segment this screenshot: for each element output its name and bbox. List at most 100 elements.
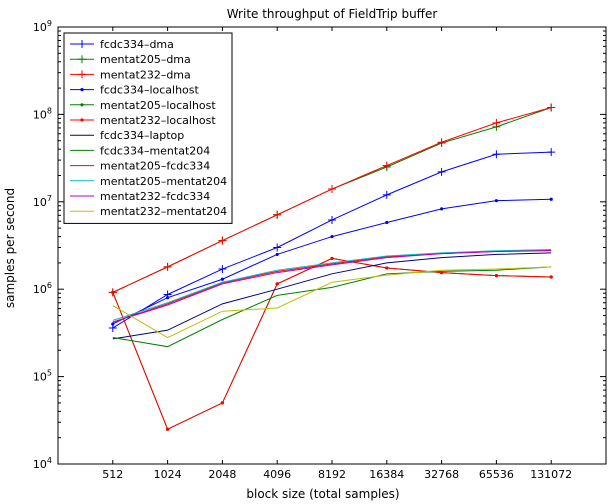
data-point [111, 290, 115, 294]
data-point [111, 322, 115, 326]
legend-label: fcdc334–laptop [100, 129, 184, 142]
series-8 [112, 266, 552, 348]
legend-entry: mentat205–mentat204 [70, 175, 227, 188]
series-line [112, 249, 552, 323]
x-axis-label: block size (total samples) [246, 487, 399, 501]
y-tick-label: 108 [33, 106, 52, 121]
legend-box [63, 32, 233, 224]
series-line [112, 257, 552, 430]
data-point [166, 427, 170, 431]
y-tick-label: 106 [33, 281, 52, 296]
series-line [112, 250, 552, 323]
legend-label: mentat232–fcdc334 [100, 190, 210, 203]
series-4 [111, 197, 553, 326]
data-point [437, 167, 446, 176]
legend-label: fcdc334–localhost [100, 84, 200, 97]
series-1 [108, 148, 556, 332]
x-tick-label: 1024 [154, 468, 182, 481]
data-point [275, 252, 279, 257]
series-11 [112, 250, 552, 323]
legend-entry: fcdc334–mentat204 [70, 144, 210, 157]
y-axis-label: samples per second [3, 188, 17, 308]
data-point [549, 275, 553, 279]
data-point [273, 210, 282, 219]
legend-entry: mentat205–localhost [70, 99, 216, 112]
data-point [275, 282, 279, 286]
series-line [112, 252, 552, 340]
legend-label: mentat205–dma [100, 53, 191, 66]
series-layer [108, 103, 556, 431]
series-6 [111, 256, 553, 431]
legend-entry: fcdc334–laptop [70, 129, 184, 142]
x-tick-label: 65536 [479, 468, 514, 481]
data-point [494, 274, 498, 278]
legend: fcdc334–dma mentat205–dma mentat232–dma fcd… [63, 32, 233, 224]
legend-label: fcdc334–dma [100, 38, 174, 51]
data-point [492, 150, 501, 159]
data-point [437, 138, 446, 147]
legend-marker [80, 88, 84, 92]
data-point [163, 262, 172, 271]
legend-entry: mentat232–fcdc334 [70, 190, 210, 203]
data-point [547, 148, 556, 157]
y-tick-label: 109 [33, 19, 52, 34]
legend-label: mentat232–mentat204 [100, 205, 227, 218]
legend-marker [80, 118, 84, 122]
legend-entry: mentat232–dma [70, 68, 191, 81]
series-10 [112, 248, 552, 321]
data-point [385, 266, 389, 270]
legend-label: mentat232–dma [100, 68, 191, 81]
y-tick-label: 104 [33, 456, 52, 471]
x-tick-label: 131072 [530, 468, 572, 481]
data-point [218, 265, 227, 274]
data-point [547, 103, 556, 112]
data-point [220, 401, 224, 405]
data-point [385, 220, 389, 225]
series-line [112, 248, 552, 321]
x-tick-label: 16384 [369, 468, 404, 481]
x-tick-label: 32768 [424, 468, 459, 481]
legend-marker [78, 40, 86, 48]
data-point [273, 243, 282, 252]
legend-marker [78, 55, 86, 64]
y-tick-label: 105 [33, 369, 52, 384]
legend-entry: mentat232–mentat204 [70, 205, 227, 218]
legend-entry: mentat232–localhost [70, 114, 216, 127]
data-point [328, 215, 336, 224]
data-point [218, 236, 227, 245]
series-12 [112, 266, 552, 339]
x-tick-label: 512 [102, 468, 123, 481]
data-point [328, 185, 336, 194]
chart-title: Write throughput of FieldTrip buffer [227, 7, 438, 21]
data-point [382, 161, 391, 170]
data-point [440, 207, 444, 211]
data-point [330, 256, 334, 261]
x-tick-label: 2048 [208, 468, 236, 481]
legend-entry: fcdc334–localhost [70, 84, 200, 97]
series-line [112, 266, 552, 348]
legend-label: mentat205–fcdc334 [100, 160, 210, 173]
data-point [549, 197, 553, 201]
legend-label: mentat205–localhost [100, 99, 216, 112]
data-point [494, 199, 498, 203]
data-point [330, 234, 334, 239]
legend-entry: mentat205–fcdc334 [70, 160, 210, 173]
data-point [166, 296, 170, 300]
legend-entry: mentat205–dma [70, 53, 191, 66]
legend-label: mentat232–localhost [100, 114, 216, 127]
data-point [382, 190, 391, 199]
axis-ticks: 512 1024 2048 4096 8192 16384 32768 65536 131072… [33, 19, 606, 481]
legend-label: mentat205–mentat204 [100, 175, 227, 188]
legend-label: fcdc334–mentat204 [100, 144, 210, 157]
series-3 [108, 103, 556, 297]
x-tick-label: 8192 [318, 468, 346, 481]
series-7 [112, 252, 552, 340]
series-5 [111, 256, 553, 431]
legend-marker [78, 70, 86, 79]
x-tick-label: 4096 [263, 468, 291, 481]
series-line [112, 266, 552, 339]
series-line [112, 257, 552, 430]
data-point [492, 118, 501, 127]
legend-entry: fcdc334–dma [70, 38, 174, 51]
